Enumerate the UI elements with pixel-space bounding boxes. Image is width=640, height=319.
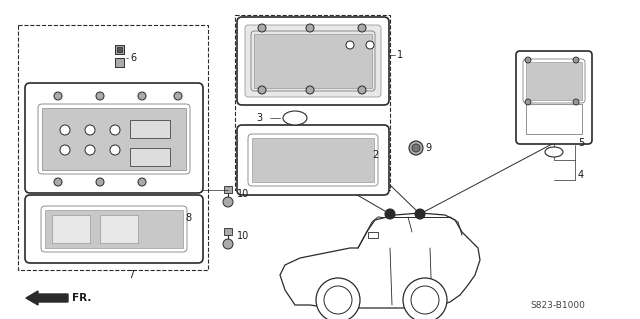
Ellipse shape: [283, 111, 307, 125]
Text: 6: 6: [130, 53, 136, 63]
Bar: [235, 15, 390, 190]
Circle shape: [306, 24, 314, 32]
Text: S823-B1000: S823-B1000: [530, 300, 585, 309]
Circle shape: [85, 145, 95, 155]
Text: 5: 5: [578, 138, 584, 148]
Circle shape: [358, 86, 366, 94]
Bar: [224, 228, 232, 235]
Circle shape: [403, 278, 447, 319]
Circle shape: [223, 239, 233, 249]
Circle shape: [54, 92, 62, 100]
Circle shape: [85, 125, 95, 135]
Bar: [42, 108, 186, 170]
Bar: [526, 62, 582, 100]
Circle shape: [96, 92, 104, 100]
Circle shape: [412, 144, 420, 152]
Circle shape: [525, 99, 531, 105]
Bar: [45, 210, 183, 248]
Circle shape: [138, 92, 146, 100]
Circle shape: [110, 145, 120, 155]
FancyBboxPatch shape: [245, 25, 381, 97]
Circle shape: [324, 286, 352, 314]
Bar: [224, 186, 232, 193]
Bar: [117, 47, 122, 52]
Circle shape: [316, 278, 360, 319]
FancyBboxPatch shape: [516, 51, 592, 144]
Text: FR.: FR.: [72, 293, 92, 303]
Text: 3: 3: [256, 113, 262, 123]
Circle shape: [573, 57, 579, 63]
Text: 1: 1: [397, 50, 403, 60]
Circle shape: [358, 24, 366, 32]
Circle shape: [258, 24, 266, 32]
Polygon shape: [280, 213, 480, 308]
FancyArrow shape: [26, 291, 68, 305]
Circle shape: [96, 178, 104, 186]
Text: 10: 10: [237, 231, 249, 241]
Circle shape: [174, 92, 182, 100]
Text: 9: 9: [425, 143, 431, 153]
Text: 10: 10: [237, 189, 249, 199]
Circle shape: [346, 41, 354, 49]
Bar: [100, 215, 138, 243]
Bar: [252, 138, 374, 182]
FancyBboxPatch shape: [237, 17, 389, 105]
Bar: [115, 58, 124, 67]
Circle shape: [223, 197, 233, 207]
Text: 8: 8: [185, 213, 191, 223]
Circle shape: [525, 57, 531, 63]
FancyBboxPatch shape: [25, 83, 203, 193]
Circle shape: [573, 99, 579, 105]
Text: 4: 4: [578, 170, 584, 180]
Circle shape: [306, 86, 314, 94]
Bar: [368, 232, 378, 238]
Bar: [254, 34, 372, 88]
Bar: [130, 148, 170, 166]
Bar: [18, 25, 208, 270]
Bar: [115, 45, 124, 54]
Circle shape: [258, 86, 266, 94]
Circle shape: [110, 125, 120, 135]
Ellipse shape: [545, 147, 563, 157]
FancyBboxPatch shape: [237, 125, 389, 195]
Circle shape: [138, 178, 146, 186]
Circle shape: [415, 209, 425, 219]
Text: 7: 7: [128, 270, 134, 280]
Circle shape: [60, 145, 70, 155]
Circle shape: [385, 209, 395, 219]
Circle shape: [409, 141, 423, 155]
Bar: [52, 215, 90, 243]
Bar: [130, 120, 170, 138]
Circle shape: [411, 286, 439, 314]
FancyBboxPatch shape: [25, 195, 203, 263]
Circle shape: [366, 41, 374, 49]
Text: 2: 2: [372, 150, 378, 160]
Bar: [526, 104, 582, 134]
Circle shape: [54, 178, 62, 186]
Circle shape: [60, 125, 70, 135]
